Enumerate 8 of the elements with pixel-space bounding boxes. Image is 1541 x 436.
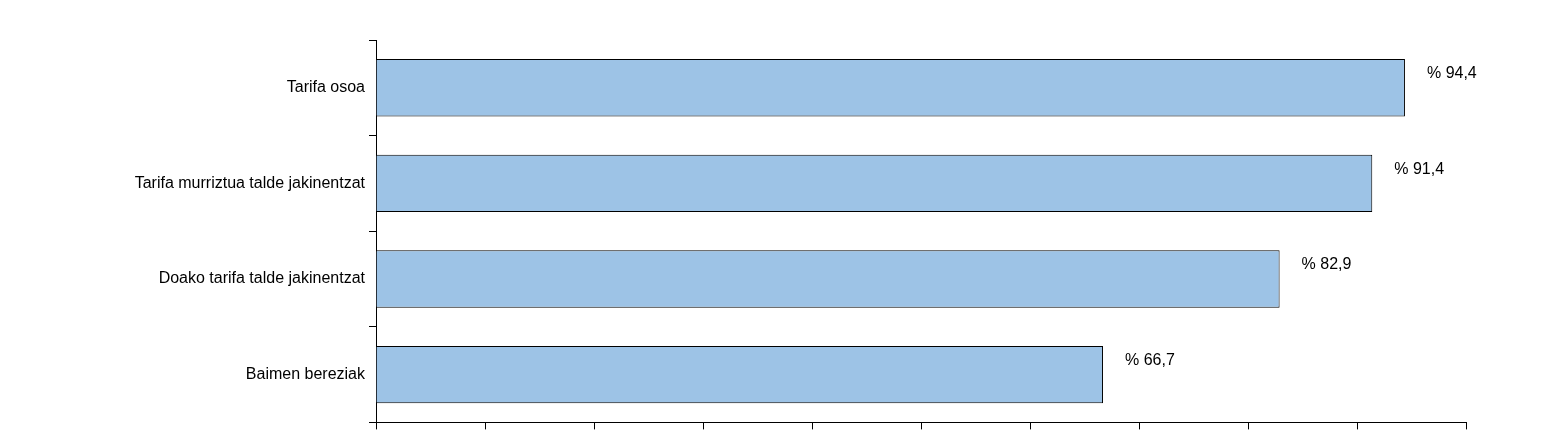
- data-label: % 94,4: [1426, 64, 1477, 82]
- y-tick-label: Tarifa osoa: [286, 78, 366, 96]
- y-tick-label: Doako tarifa talde jakinentzat: [158, 269, 366, 287]
- data-label: % 91,4: [1394, 159, 1445, 177]
- data-label: % 66,7: [1125, 351, 1175, 369]
- y-tick-label: Tarifa murriztua talde jakinentzat: [134, 173, 366, 191]
- data-label: % 82,9: [1301, 255, 1352, 273]
- y-tick-label: Baimen bereziak: [245, 365, 366, 383]
